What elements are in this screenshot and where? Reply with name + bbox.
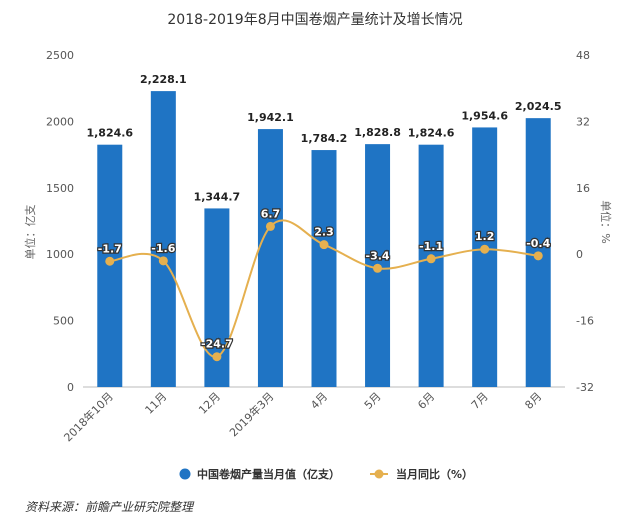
point-value-label: -24.7	[201, 338, 233, 351]
left-axis-title: 单位：亿支	[23, 205, 37, 260]
line-point	[533, 251, 543, 261]
bar-value-label: 1,784.2	[301, 132, 348, 145]
x-tick-label: 12月	[196, 390, 223, 417]
left-tick-label: 2000	[46, 115, 74, 128]
x-tick-label: 7月	[469, 390, 491, 412]
point-value-label: -1.1	[419, 240, 443, 253]
legend: 中国卷烟产量当月值（亿支） 当月同比（%）	[179, 467, 473, 481]
bar	[311, 150, 337, 387]
point-value-label: -1.6	[151, 242, 175, 255]
bar	[97, 144, 123, 387]
bar-labels: 1,824.6 2,228.1 1,344.7 1,942.1 1,784.2 1,828…	[86, 73, 561, 203]
legend-item-bar[interactable]: 中国卷烟产量当月值（亿支）	[179, 467, 341, 481]
x-tick-label: 6月	[415, 390, 437, 412]
left-axis-ticks: 0 500 1000 1500 2000 2500	[46, 49, 74, 394]
left-tick-label: 500	[53, 315, 74, 328]
legend-line-label: 当月同比（%）	[396, 467, 473, 481]
bar	[418, 144, 444, 387]
right-tick-label: 16	[576, 182, 590, 195]
line-point	[319, 240, 329, 250]
x-tick-label: 2018年10月	[61, 389, 116, 444]
x-axis-ticks: 2018年10月 11月 12月 2019年3月 4月 5月 6月 7月 8月	[61, 389, 545, 444]
right-tick-label: 48	[576, 49, 590, 62]
bar-value-label: 1,824.6	[86, 127, 133, 140]
right-axis-title: 单位：%	[599, 200, 613, 243]
line-point	[373, 263, 383, 273]
x-tick-label: 8月	[522, 390, 544, 412]
point-value-label: 1.2	[475, 230, 495, 243]
line-point	[426, 254, 436, 264]
line-point	[265, 221, 275, 231]
bar-value-label: 2,024.5	[515, 100, 562, 113]
legend-bar-marker	[179, 468, 191, 480]
bar	[257, 129, 283, 388]
legend-item-line[interactable]: 当月同比（%）	[370, 467, 473, 481]
line-point	[158, 256, 168, 266]
right-tick-label: -16	[576, 315, 594, 328]
source-note: 资料来源：前瞻产业研究院整理	[25, 500, 195, 514]
x-tick-label: 2019年3月	[226, 389, 276, 439]
bar	[150, 91, 176, 387]
bar	[472, 127, 498, 387]
x-tick-label: 4月	[308, 390, 330, 412]
line-point	[480, 244, 490, 254]
right-tick-label: -32	[576, 381, 594, 394]
legend-line-marker	[374, 469, 384, 479]
right-axis-ticks: -32 -16 0 16 32 48	[576, 49, 594, 394]
x-tick-label: 5月	[362, 390, 384, 412]
line-point	[105, 256, 115, 266]
right-tick-label: 0	[576, 248, 583, 261]
bar-value-label: 1,824.6	[408, 127, 455, 140]
bar-value-label: 1,344.7	[194, 190, 241, 203]
left-tick-label: 2500	[46, 49, 74, 62]
bar-value-label: 1,942.1	[247, 111, 294, 124]
chart-title: 2018-2019年8月中国卷烟产量统计及增长情况	[167, 12, 462, 28]
line-point	[212, 352, 222, 362]
point-value-label: -0.4	[526, 237, 550, 250]
right-tick-label: 32	[576, 115, 590, 128]
point-labels: -1.7 -1.6 -24.7 6.7 2.3 -3.4 -1.1 1.2 -0.4	[97, 206, 552, 352]
point-value-label: 6.7	[261, 207, 281, 220]
bar-value-label: 1,954.6	[461, 109, 508, 122]
bar-value-label: 1,828.8	[354, 126, 401, 139]
legend-bar-label: 中国卷烟产量当月值（亿支）	[197, 467, 340, 481]
point-value-label: 2.3	[314, 226, 334, 239]
line-series	[105, 219, 543, 362]
line-path	[109, 219, 539, 358]
bar-value-label: 2,228.1	[140, 73, 187, 86]
left-tick-label: 1500	[46, 182, 74, 195]
point-value-label: -3.4	[366, 249, 390, 262]
point-value-label: -1.7	[98, 242, 122, 255]
left-tick-label: 0	[67, 381, 74, 394]
x-tick-label: 11月	[143, 390, 170, 417]
left-tick-label: 1000	[46, 248, 74, 261]
